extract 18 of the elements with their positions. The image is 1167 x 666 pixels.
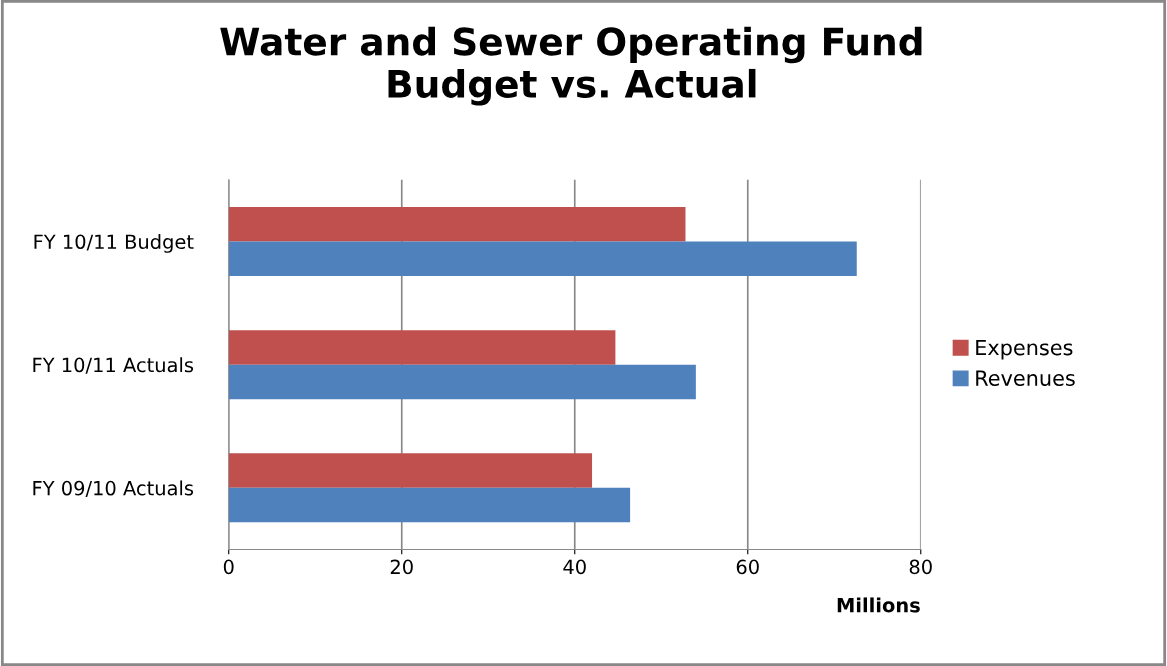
x-tick-label: 40: [563, 559, 586, 575]
bar: [228, 364, 696, 400]
y-tick-label: FY 09/10 Actuals: [33, 480, 194, 498]
bar: [228, 330, 616, 365]
chart-title: Water and Sewer Operating Fund Budget vs. Actual: [220, 26, 922, 106]
x-axis-title: Millions: [837, 597, 920, 613]
legend-label: Revenues: [976, 370, 1075, 386]
legend-label: Expenses: [976, 339, 1073, 360]
x-tick-label: 0: [223, 559, 234, 575]
x-tick-label: 80: [909, 559, 932, 575]
x-tick-label: 60: [736, 559, 759, 575]
y-tick-label: FY 10/11 Budget: [34, 234, 194, 253]
bar: [228, 241, 857, 276]
y-tick-label: FY 10/11 Actuals: [33, 357, 194, 374]
bar: [228, 453, 593, 488]
bar: [228, 487, 631, 523]
bar: [228, 206, 686, 242]
x-tick-label: 20: [390, 559, 413, 575]
